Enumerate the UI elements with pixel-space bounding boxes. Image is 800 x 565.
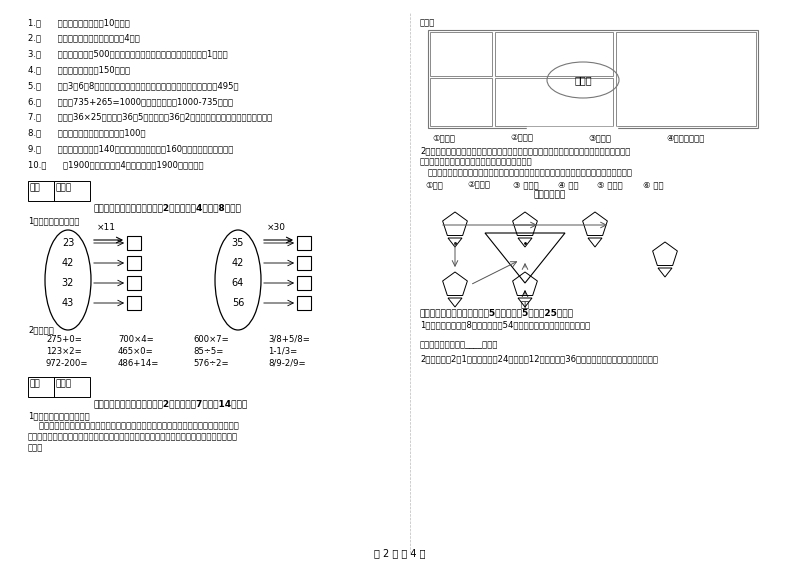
Bar [54,181,90,201]
Text: ×30: ×30 [266,223,286,232]
Text: 42: 42 [62,258,74,268]
Bar [616,32,756,126]
Text: 根据小强的描述，请你把这些动物场馆所在的位置，在动物园的导游图上用序号表示出来。: 根据小强的描述，请你把这些动物场馆所在的位置，在动物园的导游图上用序号表示出来。 [428,168,633,177]
Text: 8.（      ）两个面积单位之间的进率是100。: 8.（ ）两个面积单位之间的进率是100。 [28,129,146,138]
Bar [127,276,141,290]
Bar [297,276,311,290]
Bar [297,236,311,250]
Text: 35: 35 [232,238,244,248]
Text: ④中老年服装区: ④中老年服装区 [666,133,704,142]
Bar [28,377,54,397]
Text: 10.（      ）1900年的年份数是4的倍数，所以1900年是闰年。: 10.（ ）1900年的年份数是4的倍数，所以1900年是闰年。 [28,160,204,169]
Text: 2、学校要买2符1乒乓球，每符24盒，每盒12个，每盒卧36元，学校买乒乓球一共花了多少錢？: 2、学校要买2符1乒乓球，每符24盒，每盒12个，每盒卧36元，学校买乒乓球一共… [420,354,658,363]
Text: ④ 猴园: ④ 猴园 [558,180,578,189]
Text: 465×0=: 465×0= [118,347,154,356]
Text: ②猡猡馆: ②猡猡馆 [467,180,490,189]
Text: 64: 64 [232,278,244,288]
Text: 置上。: 置上。 [420,18,435,27]
Text: 1、学校食堂买大籸8袋，每袋大籸54千克，学校食堂买大籸多少千克？: 1、学校食堂买大籸8袋，每袋大籸54千克，学校食堂买大籸多少千克？ [420,320,590,329]
Text: ③ 飞禽馆: ③ 飞禽馆 [513,180,538,189]
Text: 大门: 大门 [520,300,530,309]
Text: 第 2 页 公 4 页: 第 2 页 公 4 页 [374,548,426,558]
Text: 六、活用知识，解决问题（割5小题，每题5分，公25分）。: 六、活用知识，解决问题（割5小题，每题5分，公25分）。 [420,308,574,317]
Text: ×11: ×11 [97,223,115,232]
Text: 600×7=: 600×7= [193,335,229,344]
Text: 23: 23 [62,238,74,248]
Text: 32: 32 [62,278,74,288]
Text: 假山石: 假山石 [574,75,592,85]
Text: ⑥ 鱼馆: ⑥ 鱼馆 [643,180,664,189]
Bar [54,377,90,397]
Bar [127,296,141,310]
Text: 答：学校食堂买大籸____千克。: 答：学校食堂买大籸____千克。 [420,340,498,349]
Text: 置上。: 置上。 [28,443,43,452]
Text: ②男装区: ②男装区 [510,133,533,142]
Text: 动物园导游图: 动物园导游图 [534,190,566,199]
Text: 123×2=: 123×2= [46,347,82,356]
Text: 5.（      ）用3、6、8这三个数字组成的最大三位数与最小三位数，它们相差495。: 5.（ ）用3、6、8这三个数字组成的最大三位数与最小三位数，它们相差495。 [28,81,238,90]
Text: 3.（      ）小明家离学校500米，他每天上学、回家，一个来回一共要走1千米。: 3.（ ）小明家离学校500米，他每天上学、回家，一个来回一共要走1千米。 [28,50,228,59]
Text: 1-1/3=: 1-1/3= [268,347,298,356]
Bar [297,296,311,310]
Bar [430,32,492,76]
Bar [428,30,758,128]
Text: 43: 43 [62,298,74,308]
Text: 「走进服装城大门，正北面是假山石和童装区，假山的东面是中老年服装区，假山的西北: 「走进服装城大门，正北面是假山石和童装区，假山的东面是中老年服装区，假山的西北 [28,421,239,430]
Text: 边是男装区，男装区的南边是女装区。」，根据以上的描述请你把服装城的区号标在适当的位: 边是男装区，男装区的南边是女装区。」，根据以上的描述请你把服装城的区号标在适当的… [28,432,238,441]
Text: 700×4=: 700×4= [118,335,154,344]
Text: 1、算一算，填一填。: 1、算一算，填一填。 [28,216,79,225]
Bar [127,256,141,270]
Text: 6.（      ）根据735+265=1000，可以直接写出1000-735的差。: 6.（ ）根据735+265=1000，可以直接写出1000-735的差。 [28,97,233,106]
Text: 275+0=: 275+0= [46,335,82,344]
Text: ③女装区: ③女装区 [588,133,611,142]
Text: 8/9-2/9=: 8/9-2/9= [268,359,306,368]
Text: 3/8+5/8=: 3/8+5/8= [268,335,310,344]
Text: 四、看清题目，细心计算（割2小题，每题4分，公8分）。: 四、看清题目，细心计算（割2小题，每题4分，公8分）。 [93,203,241,212]
Text: 9.（      ）一条河平均水深140厘米，一匹小马身高是160厘米，它肯定能通过。: 9.（ ）一条河平均水深140厘米，一匹小马身高是160厘米，它肯定能通过。 [28,145,234,154]
Text: 85÷5=: 85÷5= [193,347,223,356]
Text: 1.（      ）小明家客厅面积是10公顿。: 1.（ ）小明家客厅面积是10公顿。 [28,18,130,27]
Text: 2、走进动物园大门，正北面是狮子山和猡猡馆，狮子山的东侧是飞禽馆，西侧是猴园，大象: 2、走进动物园大门，正北面是狮子山和猡猡馆，狮子山的东侧是飞禽馆，西侧是猴园，大… [420,146,630,155]
Text: 972-200=: 972-200= [46,359,89,368]
Text: 评卷人: 评卷人 [56,379,72,388]
Bar [495,32,613,76]
Text: 56: 56 [232,298,244,308]
Text: 4.（      ）一本故事书的重150千克。: 4.（ ）一本故事书的重150千克。 [28,66,130,75]
Text: 7.（      ）计算36×25时，先抄36和5相乘，再抄36和2相乘，最后把两次乘积的结果相加。: 7.（ ）计算36×25时，先抄36和5相乘，再抄36和2相乘，最后把两次乘积的… [28,113,272,122]
Bar [430,78,492,126]
Text: 2、口算：: 2、口算： [28,325,54,334]
Bar [297,256,311,270]
Text: 486+14=: 486+14= [118,359,159,368]
Text: 得分: 得分 [30,183,41,192]
Bar [127,236,141,250]
Bar [495,78,613,126]
Text: 576÷2=: 576÷2= [193,359,229,368]
Text: 2.（      ）正方形的周长是它的边长的4倍。: 2.（ ）正方形的周长是它的边长的4倍。 [28,34,140,43]
Text: 馆和鱼馆的场地分别在动物园的东北角和西北角。: 馆和鱼馆的场地分别在动物园的东北角和西北角。 [420,157,533,166]
Text: 42: 42 [232,258,244,268]
Text: 五、认真思考，综合能力（割2小题，每题7分，公14分）。: 五、认真思考，综合能力（割2小题，每题7分，公14分）。 [93,399,247,408]
Text: 评卷人: 评卷人 [56,183,72,192]
Text: 得分: 得分 [30,379,41,388]
Text: ①狮山: ①狮山 [425,180,443,189]
Text: 1、仔细观察，认真填空。: 1、仔细观察，认真填空。 [28,411,90,420]
Text: ⑤ 大象馆: ⑤ 大象馆 [597,180,622,189]
Bar [28,181,54,201]
Text: ①童装区: ①童装区 [432,133,455,142]
